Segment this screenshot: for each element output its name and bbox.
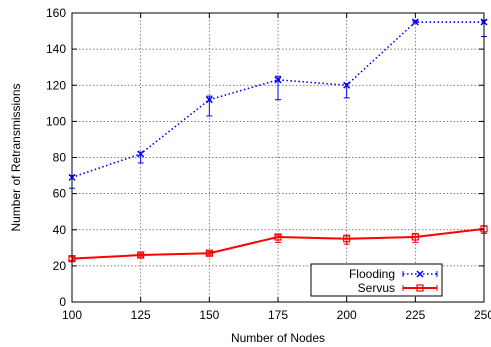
y-tick-label: 120 [46, 78, 66, 92]
data-point [274, 233, 282, 241]
data-point [137, 251, 145, 259]
y-tick-label: 160 [46, 6, 66, 20]
y-tick-label: 40 [53, 223, 67, 237]
data-point [205, 96, 213, 104]
x-axis-title: Number of Nodes [231, 331, 325, 345]
x-tick-label: 175 [268, 308, 288, 322]
legend-marker [416, 270, 424, 278]
x-tick-label: 225 [405, 308, 425, 322]
grid-lines [72, 13, 484, 302]
data-point [343, 235, 351, 243]
x-tick-label: 200 [337, 308, 357, 322]
y-tick-label: 140 [46, 42, 66, 56]
y-tick-label: 100 [46, 114, 66, 128]
x-tick-label: 125 [131, 308, 151, 322]
x-tick-label: 100 [62, 308, 82, 322]
y-tick-label: 20 [53, 259, 67, 273]
x-tick-label: 150 [199, 308, 219, 322]
legend-sample-flooding [402, 270, 438, 278]
legend-marker [416, 284, 424, 292]
y-tick-label: 0 [59, 295, 66, 309]
data-point [274, 76, 282, 84]
data-point [343, 81, 351, 89]
y-tick-label: 60 [53, 187, 67, 201]
data-point [137, 150, 145, 158]
data-point [411, 18, 419, 26]
series-line [71, 227, 485, 260]
x-tick-label: 250 [474, 308, 491, 322]
data-point [411, 233, 419, 241]
legend: Flooding Servus [310, 263, 443, 297]
series-flooding [68, 18, 488, 189]
data-point [205, 249, 213, 257]
legend-label-flooding: Flooding [349, 267, 395, 281]
legend-label-servus: Servus [358, 281, 395, 295]
legend-sample-servus [402, 284, 438, 292]
y-tick-label: 80 [53, 151, 67, 165]
axis-ticks: 100 125 150 175 200 225 250 0 20 40 60 80 100 120 140 1… [46, 6, 491, 322]
y-axis-title: Number of Retransmissions [9, 83, 23, 231]
